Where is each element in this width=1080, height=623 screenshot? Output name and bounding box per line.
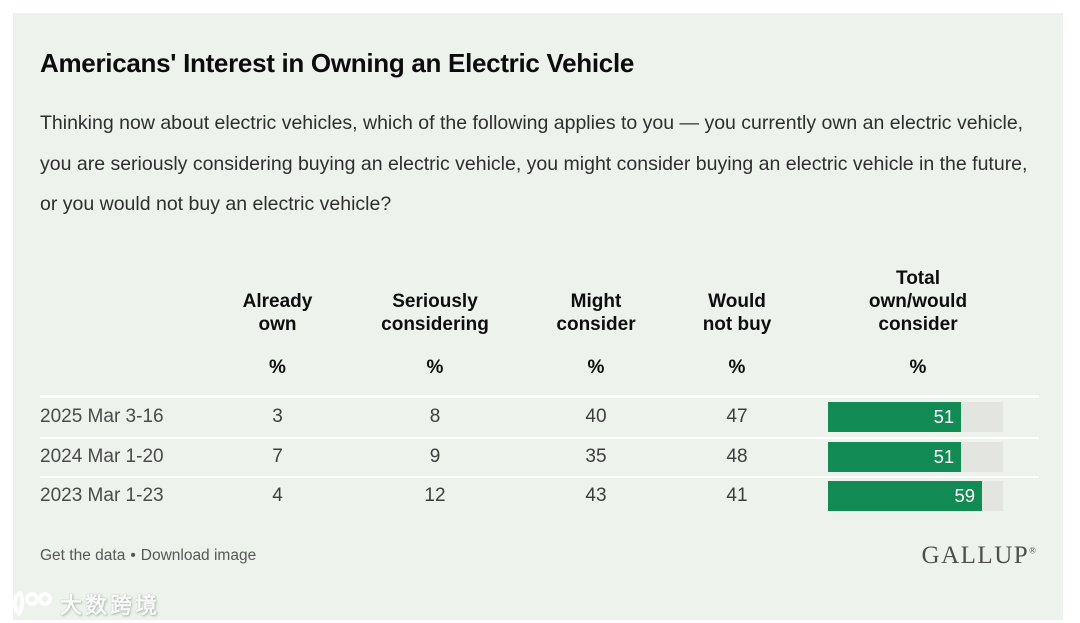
table-row-2024: 2024 Mar 1-20 7 9 35 48 51 — [40, 436, 1039, 476]
cell-seriously-considering: 9 — [429, 446, 441, 467]
watermark-text: 大数跨境 — [60, 593, 161, 618]
cell-might-consider: 35 — [585, 446, 607, 467]
footer: Get the data • Download image GALLUP® — [40, 542, 1039, 570]
footer-links: Get the data • Download image — [40, 547, 256, 565]
column-header-would-not-buy: Would not buy — [702, 290, 772, 335]
download-image-link[interactable]: Download image — [140, 546, 257, 564]
registered-mark: ® — [1029, 545, 1036, 556]
gallup-wordmark: GALLUP — [921, 541, 1030, 569]
total-bar-value: 51 — [933, 446, 955, 467]
column-header-already-own: Already own — [242, 290, 313, 335]
cell-might-consider: 40 — [585, 406, 607, 427]
table-body: 2025 Mar 3-16 3 8 40 47 51 2024 Mar 1-20… — [40, 394, 1039, 515]
chart-title: Americans' Interest in Owning an Electri… — [40, 48, 635, 78]
cell-seriously-considering: 12 — [424, 485, 446, 506]
chart-subtitle: Thinking now about electric vehicles, wh… — [40, 112, 1028, 215]
row-label: 2025 Mar 3-16 — [40, 406, 164, 427]
total-bar-track: 51 — [828, 442, 1003, 472]
table-row-2025: 2025 Mar 3-16 3 8 40 47 51 — [40, 398, 1039, 437]
gallup-chart-card: Americans' Interest in Owning an Electri… — [13, 13, 1063, 620]
total-bar-cell: 59 — [797, 481, 1039, 511]
total-bar-value: 51 — [933, 406, 955, 427]
cell-already-own: 7 — [272, 446, 283, 467]
total-bar: 59 — [828, 481, 983, 511]
watermark: 大数跨境 — [10, 588, 160, 620]
table-row-2023: 2023 Mar 1-23 4 12 43 41 59 — [40, 475, 1039, 515]
watermark-logo-icon — [13, 591, 52, 616]
total-bar: 51 — [828, 442, 962, 472]
cell-already-own: 3 — [272, 406, 283, 427]
unit-label: % — [909, 356, 927, 378]
column-header-total: Total own/would consider — [868, 267, 968, 335]
row-label: 2024 Mar 1-20 — [40, 446, 164, 467]
total-bar-track: 51 — [828, 402, 1003, 432]
total-bar-value: 59 — [954, 485, 976, 506]
link-separator-dot: • — [130, 546, 136, 564]
cell-would-not-buy: 41 — [726, 485, 748, 506]
cell-seriously-considering: 8 — [429, 406, 441, 427]
cell-would-not-buy: 47 — [726, 406, 748, 427]
row-label: 2023 Mar 1-23 — [40, 485, 164, 506]
unit-label: % — [426, 356, 444, 378]
get-the-data-link[interactable]: Get the data — [40, 546, 126, 564]
gallup-logo: GALLUP® — [922, 542, 1036, 570]
total-bar-cell: 51 — [797, 442, 1039, 472]
total-bar-cell: 51 — [797, 402, 1039, 432]
unit-label: % — [587, 356, 605, 378]
table-header-row: Already own Seriously considering Might … — [40, 267, 1039, 336]
cell-already-own: 4 — [272, 485, 283, 506]
column-header-might-consider: Might consider — [556, 290, 636, 335]
unit-label: % — [269, 356, 286, 378]
unit-row: % % % % % — [40, 357, 1039, 379]
data-table: Already own Seriously considering Might … — [40, 267, 1039, 515]
unit-label: % — [728, 356, 746, 378]
cell-might-consider: 43 — [585, 485, 607, 506]
total-bar-track: 59 — [828, 481, 1003, 511]
total-bar: 51 — [828, 402, 962, 432]
cell-would-not-buy: 48 — [726, 446, 748, 467]
column-header-seriously-considering: Seriously considering — [381, 290, 489, 335]
